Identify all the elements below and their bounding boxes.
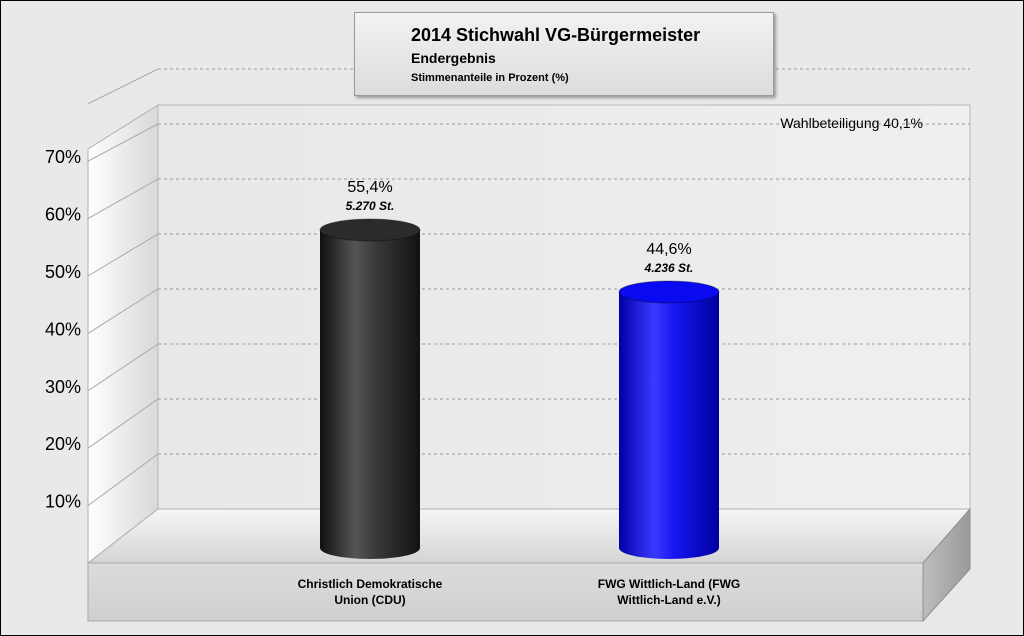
y-axis-ticks: 10% 20% 30% 40% 50% 60% 70% <box>45 147 81 511</box>
bar-top <box>618 280 720 304</box>
bar-value-label: 44,6% <box>646 241 691 258</box>
bar-body <box>320 230 420 559</box>
gridline-side <box>87 288 159 334</box>
gridline-side <box>87 233 159 277</box>
gridline-side <box>87 68 159 105</box>
bars <box>319 218 720 559</box>
y-tick-label: 40% <box>45 319 81 339</box>
bar-labels: 55,4% 5.270 St. 44,6% 4.236 St. <box>346 179 694 275</box>
category-labels: Christlich Demokratische Union (CDU) FWG W… <box>298 577 741 607</box>
y-tick-label: 30% <box>45 377 81 397</box>
bar-body <box>619 291 719 559</box>
title-box: 2014 Stichwahl VG-Bürgermeister Endergeb… <box>354 12 774 96</box>
bar <box>319 218 421 559</box>
gridline-side <box>87 178 159 220</box>
gridline-side <box>87 398 159 449</box>
bar-top <box>319 218 421 242</box>
left-wall <box>87 104 159 565</box>
back-wall <box>157 104 971 510</box>
gridline-side <box>87 453 159 507</box>
y-tick-label: 60% <box>45 205 81 225</box>
y-tick-label: 70% <box>45 147 81 167</box>
gridline-side <box>87 123 159 162</box>
turnout-annotation: Wahlbeteiligung 40,1% <box>780 115 923 131</box>
category-label: Christlich Demokratische <box>298 577 443 591</box>
bar <box>618 280 720 559</box>
y-tick-label: 20% <box>45 434 81 454</box>
gridline-side <box>87 343 159 392</box>
bar-value-label: 55,4% <box>347 179 392 196</box>
category-label: FWG Wittlich-Land (FWG <box>598 577 741 591</box>
bar-votes-label: 5.270 St. <box>346 199 395 213</box>
grid-lines <box>87 68 970 507</box>
y-tick-label: 10% <box>45 492 81 512</box>
category-label: Union (CDU) <box>334 593 405 607</box>
chart-subtitle-units: Stimmenanteile in Prozent (%) <box>411 72 569 84</box>
floor-side <box>922 507 971 623</box>
floor-front <box>87 562 924 622</box>
chart-subtitle: Endergebnis <box>411 50 496 66</box>
bar-votes-label: 4.236 St. <box>644 261 694 275</box>
floor <box>86 508 972 564</box>
y-tick-label: 50% <box>45 262 81 282</box>
chart-title: 2014 Stichwahl VG-Bürgermeister <box>411 25 701 45</box>
category-label: Wittlich-Land e.V.) <box>617 593 720 607</box>
